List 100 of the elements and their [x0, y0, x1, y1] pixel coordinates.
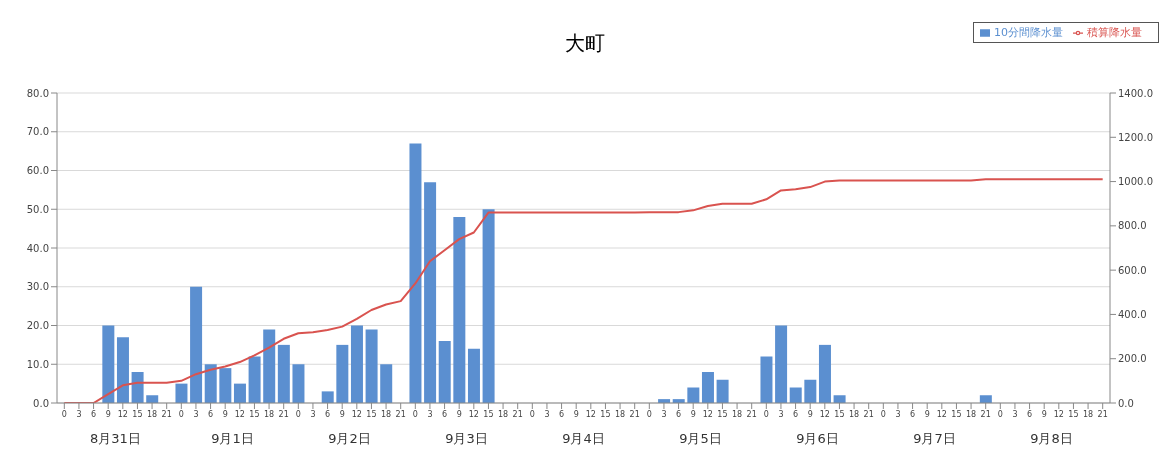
x-tick-label: 0 — [412, 409, 418, 419]
bar — [424, 182, 437, 403]
x-tick-label: 9 — [339, 409, 345, 419]
bar — [818, 344, 831, 403]
x-tick-label: 21 — [278, 409, 289, 419]
x-tick-label: 3 — [193, 409, 199, 419]
x-tick-label: 15 — [249, 409, 260, 419]
x-tick-label: 6 — [793, 409, 799, 419]
y-tick-label: 50.0 — [26, 203, 49, 215]
x-tick-label: 21 — [161, 409, 172, 419]
legend-label: 積算降水量 — [1087, 26, 1142, 39]
x-tick-label: 0 — [178, 409, 184, 419]
x-tick-label: 15 — [366, 409, 377, 419]
y2-tick-label: 200.0 — [1118, 353, 1147, 365]
x-tick-label: 18 — [146, 409, 158, 419]
text: 9月4日 — [561, 430, 606, 448]
x-tick-label: 15 — [951, 409, 962, 419]
y2-tick-label: 800.0 — [1118, 220, 1147, 232]
x-tick-label: 0 — [295, 409, 301, 419]
x-tick-label: 18 — [263, 409, 275, 419]
x-tick-label: 3 — [76, 409, 82, 419]
text: 9月2日 — [327, 430, 372, 448]
x-tick-label: 3 — [1012, 409, 1018, 419]
y-tick-label: 30.0 — [26, 281, 49, 293]
x-tick-label: 9 — [456, 409, 462, 419]
x-tick-label: 12 — [351, 409, 362, 419]
x-tick-label: 0 — [646, 409, 652, 419]
text: 8月31日 — [89, 430, 142, 448]
x-tick-label: 9 — [924, 409, 930, 419]
bar — [789, 387, 802, 403]
bar — [175, 383, 188, 403]
x-tick-label: 21 — [863, 409, 874, 419]
x-tick-label: 18 — [614, 409, 626, 419]
x-tick-label: 15 — [1068, 409, 1079, 419]
x-tick-label: 12 — [117, 409, 128, 419]
x-tick-label: 9 — [222, 409, 228, 419]
x-tick-label: 15 — [132, 409, 143, 419]
text: 9月8日 — [1029, 430, 1074, 448]
x-tick-label: 18 — [848, 409, 860, 419]
bar — [263, 329, 276, 403]
x-tick-label: 6 — [208, 409, 214, 419]
y2-tick-label: 1200.0 — [1118, 131, 1153, 143]
bar — [833, 395, 846, 403]
x-tick-label: 9 — [105, 409, 111, 419]
x-tick-label: 6 — [559, 409, 565, 419]
bar — [190, 286, 203, 403]
x-tick-label: 0 — [997, 409, 1003, 419]
x-tick-label: 12 — [936, 409, 947, 419]
x-tick-label: 9 — [573, 409, 579, 419]
bar — [760, 356, 773, 403]
bar — [233, 383, 246, 403]
bar — [453, 217, 466, 403]
x-tick-label: 9 — [807, 409, 813, 419]
y-tick-label: 0.0 — [33, 397, 49, 409]
text: 9月6日 — [795, 430, 840, 448]
x-tick-label: 3 — [310, 409, 316, 419]
bar — [409, 143, 422, 403]
x-tick-label: 21 — [629, 409, 640, 419]
bar — [292, 364, 305, 403]
x-tick-label: 3 — [427, 409, 433, 419]
x-tick-label: 0 — [880, 409, 886, 419]
x-tick-label: 18 — [731, 409, 743, 419]
bar — [687, 387, 700, 403]
bar — [219, 368, 232, 403]
x-tick-label: 3 — [544, 409, 550, 419]
y-tick-label: 10.0 — [26, 358, 49, 370]
x-tick-label: 21 — [980, 409, 991, 419]
bar — [277, 344, 290, 403]
x-tick-label: 12 — [585, 409, 596, 419]
x-tick-label: 9 — [1041, 409, 1047, 419]
bar — [716, 379, 729, 403]
y-tick-label: 40.0 — [26, 242, 49, 254]
x-tick-label: 12 — [468, 409, 479, 419]
y-tick-label: 60.0 — [26, 165, 49, 177]
bar — [804, 379, 817, 403]
y2-tick-label: 0.0 — [1118, 397, 1134, 409]
x-tick-label: 3 — [778, 409, 784, 419]
x-tick-label: 12 — [1053, 409, 1064, 419]
bar — [131, 372, 144, 403]
x-tick-label: 21 — [1097, 409, 1108, 419]
bar — [482, 209, 495, 403]
x-tick-label: 9 — [690, 409, 696, 419]
legend-label: 10分間降水量 — [994, 26, 1063, 39]
x-tick-label: 6 — [676, 409, 682, 419]
text: 9月7日 — [912, 430, 957, 448]
x-tick-label: 6 — [910, 409, 916, 419]
x-tick-label: 15 — [483, 409, 494, 419]
x-tick-label: 6 — [325, 409, 331, 419]
bar — [467, 348, 480, 403]
x-tick-label: 0 — [529, 409, 535, 419]
x-tick-label: 12 — [702, 409, 713, 419]
y-tick-label: 20.0 — [26, 320, 49, 332]
x-tick-label: 18 — [965, 409, 977, 419]
chart-title: 大町 — [564, 31, 605, 55]
text: 9月1日 — [210, 430, 255, 448]
bar — [116, 337, 129, 403]
x-tick-label: 3 — [895, 409, 901, 419]
x-tick-label: 0 — [61, 409, 67, 419]
text: 9月3日 — [444, 430, 489, 448]
x-tick-label: 15 — [600, 409, 611, 419]
